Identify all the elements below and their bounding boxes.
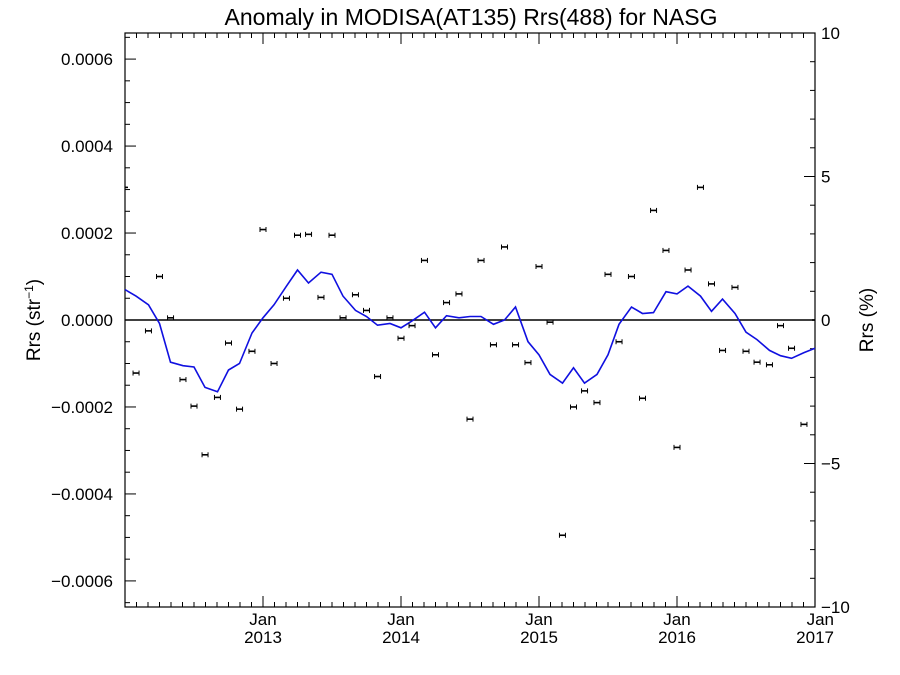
- left-tick-label: −0.0004: [51, 485, 113, 504]
- data-point: [408, 323, 416, 329]
- data-point: [512, 342, 520, 348]
- right-axis-label: Rrs (%): [857, 288, 878, 352]
- data-point: [248, 348, 256, 354]
- data-point: [696, 184, 704, 190]
- data-point: [501, 244, 508, 250]
- data-point: [339, 315, 347, 321]
- data-point: [524, 360, 532, 366]
- data-point: [132, 370, 140, 376]
- data-point: [386, 315, 394, 321]
- chart-title: Anomaly in MODISA(AT135) Rrs(488) for NA…: [225, 4, 718, 30]
- data-point: [443, 300, 451, 306]
- data-point: [259, 227, 267, 233]
- data-point: [213, 394, 221, 400]
- data-point: [765, 362, 773, 368]
- data-point: [156, 274, 163, 280]
- data-point: [305, 231, 313, 237]
- x-tick-year: 2015: [520, 628, 558, 647]
- left-tick-label: 0.0000: [61, 311, 113, 330]
- data-point: [317, 294, 325, 300]
- data-point: [397, 335, 405, 341]
- data-point: [684, 267, 692, 273]
- data-point: [201, 452, 209, 458]
- data-point: [742, 348, 750, 354]
- x-tick-month: Jan: [387, 610, 414, 629]
- data-point: [535, 264, 543, 270]
- left-tick-label: −0.0006: [51, 572, 113, 591]
- data-point: [432, 352, 439, 358]
- data-point: [167, 315, 175, 321]
- percent-anomaly-line: [124, 268, 816, 393]
- x-tick-year: 2017: [796, 628, 834, 647]
- data-point: [236, 406, 244, 412]
- data-point: [570, 404, 577, 410]
- data-point: [650, 207, 658, 213]
- x-tick-year: 2013: [244, 628, 282, 647]
- data-point: [351, 292, 359, 298]
- data-point: [294, 232, 301, 238]
- data-point: [328, 232, 336, 238]
- data-point: [144, 328, 152, 334]
- data-point: [788, 345, 796, 351]
- right-axis: 10 5 0 −5 −10: [804, 24, 850, 617]
- right-tick-label: 10: [821, 24, 840, 43]
- left-tick-label: 0.0004: [61, 137, 113, 156]
- data-point: [363, 307, 370, 313]
- left-axis-label: Rrs (str−1): [22, 279, 45, 361]
- rrs-anomaly-points: [125, 184, 815, 538]
- data-point: [558, 532, 566, 538]
- data-point: [190, 403, 198, 409]
- data-point: [800, 421, 808, 427]
- right-tick-label: 5: [821, 168, 830, 187]
- x-tick-month: Jan: [663, 610, 690, 629]
- data-point: [753, 359, 761, 365]
- right-tick-label: 0: [821, 311, 830, 330]
- left-axis-label-sup: −1: [22, 285, 36, 299]
- left-tick-label: 0.0006: [61, 50, 113, 69]
- data-point: [179, 377, 187, 383]
- data-point: [270, 360, 278, 366]
- data-point: [777, 323, 784, 329]
- data-point: [455, 291, 463, 297]
- data-point: [477, 257, 485, 263]
- data-point: [466, 416, 474, 422]
- data-point: [581, 388, 589, 394]
- data-point: [639, 395, 646, 401]
- data-point: [627, 274, 635, 280]
- x-tick-year: 2014: [382, 628, 420, 647]
- data-point: [546, 319, 554, 325]
- data-point: [719, 347, 727, 353]
- left-tick-label: −0.0002: [51, 398, 113, 417]
- data-point: [673, 444, 681, 450]
- data-point: [282, 295, 290, 301]
- data-point: [374, 374, 382, 380]
- left-axis-label-end: ): [24, 279, 45, 285]
- right-tick-label: −10: [821, 598, 850, 617]
- right-tick-label: −5: [821, 455, 840, 474]
- x-tick-month: Jan: [249, 610, 276, 629]
- data-point: [489, 342, 497, 348]
- data-point: [604, 271, 612, 277]
- left-tick-label: 0.0002: [61, 224, 113, 243]
- left-axis: 0.0006 0.0004 0.0002 0.0000 −0.0002 −0.0004 −0…: [51, 36, 136, 604]
- x-tick-year: 2016: [658, 628, 696, 647]
- data-point: [615, 339, 623, 345]
- x-tick-month: Jan: [525, 610, 552, 629]
- left-axis-label-main: Rrs (str: [24, 298, 45, 361]
- data-point: [420, 257, 428, 263]
- data-point: [225, 340, 232, 346]
- x-tick-month: Jan: [807, 610, 834, 629]
- data-point: [662, 247, 670, 253]
- data-point: [731, 284, 739, 290]
- data-point: [593, 400, 601, 406]
- data-point: [708, 281, 715, 287]
